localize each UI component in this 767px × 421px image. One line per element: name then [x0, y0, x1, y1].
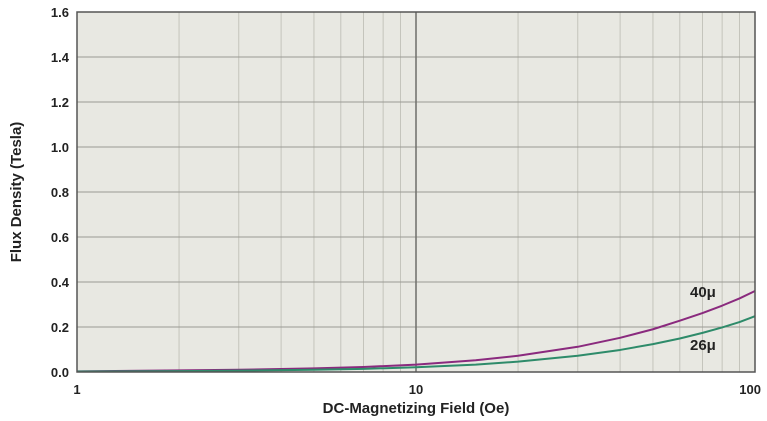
- y-tick-label: 0.0: [51, 365, 69, 380]
- x-tick-label: 100: [739, 382, 761, 397]
- series-labels: 40μ 26μ: [690, 284, 716, 354]
- major-grid: [77, 11, 755, 373]
- series-label-0: 40μ: [690, 284, 716, 301]
- x-axis-title: DC-Magnetizing Field (Oe): [323, 400, 510, 417]
- y-tick-labels: 0.0 0.2 0.4 0.6 0.8 1.0 1.2 1.4 1.6: [51, 5, 70, 380]
- y-tick-label: 1.4: [51, 50, 70, 65]
- series-line-0: [76, 290, 756, 373]
- series-layer: [76, 290, 756, 373]
- x-tick-label: 1: [73, 382, 80, 397]
- y-tick-label: 0.6: [51, 230, 69, 245]
- y-axis-title: Flux Density (Tesla): [8, 122, 25, 263]
- y-tick-label: 0.4: [51, 275, 70, 290]
- x-tick-labels: 1 10 100: [73, 382, 761, 397]
- y-tick-label: 0.8: [51, 185, 69, 200]
- series-label-1: 26μ: [690, 337, 716, 354]
- y-tick-label: 1.2: [51, 95, 69, 110]
- series-line-1: [76, 315, 756, 373]
- y-tick-label: 1.0: [51, 140, 69, 155]
- y-tick-label: 0.2: [51, 320, 69, 335]
- plot-frame: [76, 11, 756, 373]
- y-tick-label: 1.6: [51, 5, 69, 20]
- x-tick-label: 10: [409, 382, 423, 397]
